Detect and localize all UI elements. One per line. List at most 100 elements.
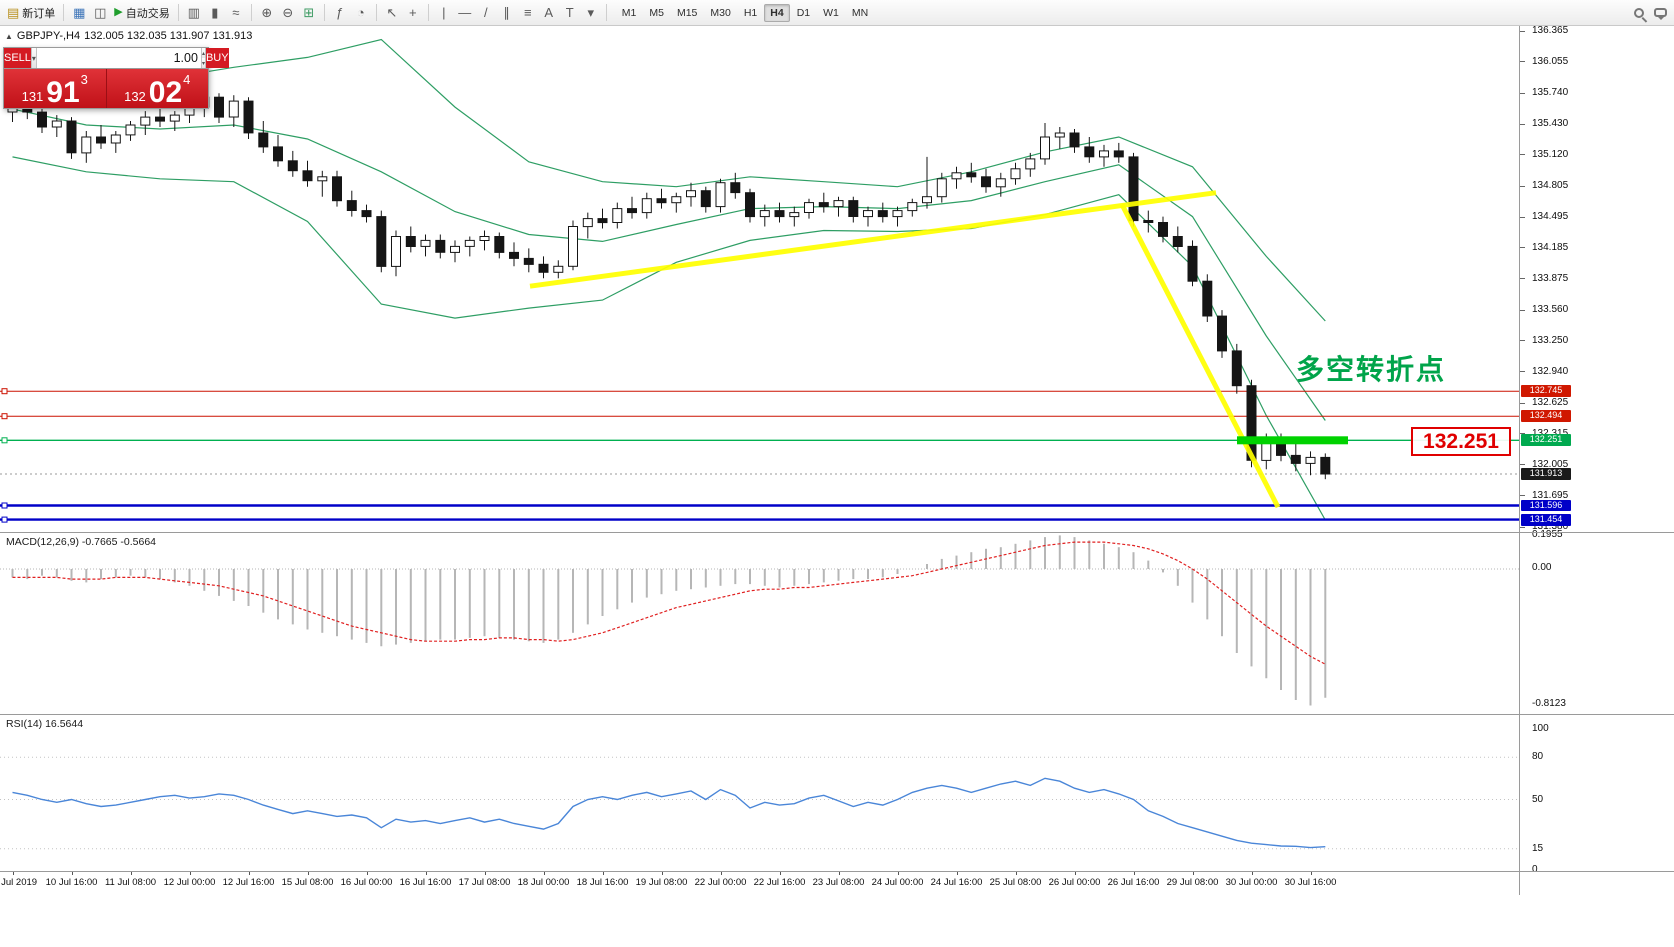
symbol-title: GBPJPY-,H4 [16, 30, 81, 42]
toolbar-separator [427, 4, 429, 21]
candle-chart-mode-button[interactable]: ▮ [205, 3, 225, 23]
fibonacci-tool-button[interactable]: ≡ [518, 3, 538, 23]
candles-chart[interactable] [0, 26, 1519, 532]
line-chart-mode-button[interactable]: ≈ [226, 3, 246, 23]
time-label: 24 Jul 16:00 [930, 877, 983, 888]
price-tickmark [1520, 247, 1525, 249]
toolbar-separator [605, 4, 607, 21]
search-button[interactable] [1629, 3, 1649, 23]
chat-button[interactable] [1650, 3, 1670, 23]
timeframe-mn[interactable]: MN [851, 6, 869, 19]
time-label: 30 Jul 16:00 [1284, 877, 1337, 888]
price-tag: 131.913 [1521, 467, 1571, 480]
candle [892, 210, 903, 218]
macd-signal-line [12, 541, 1326, 665]
price-tick: 132.940 [1532, 365, 1569, 377]
price-axis[interactable]: 136.365 136.055 135.740 135.430 135.120 134.8… [1519, 26, 1674, 895]
price-tick: 133.875 [1532, 272, 1569, 284]
time-tick [897, 872, 899, 875]
time-label: 30 Jul 00:00 [1225, 877, 1278, 888]
buy-quote-button[interactable]: 132 02 4 [106, 69, 208, 108]
candle [627, 208, 637, 214]
trendline-tool-button[interactable]: / [476, 3, 496, 23]
cursor-button[interactable]: ↖ [382, 3, 402, 23]
candle [258, 132, 269, 148]
candle [1290, 454, 1301, 464]
timeframe-m15[interactable]: M15 [676, 6, 698, 19]
tile-windows-button[interactable]: ⊞ [299, 3, 319, 23]
timeframe-w1[interactable]: W1 [823, 6, 839, 19]
timeframe-d1[interactable]: D1 [796, 6, 811, 19]
time-label: 26 Jul 16:00 [1107, 877, 1160, 888]
volume-input[interactable] [36, 48, 201, 68]
price-callout-label[interactable]: 132.251 [1411, 427, 1511, 456]
volume-up-icon[interactable]: ▴ [201, 48, 205, 58]
timeframe-m1[interactable]: M1 [621, 6, 637, 19]
new-order-icon: ▤ [7, 5, 20, 20]
yellow-trendline [1119, 203, 1281, 509]
price-tick: 136.055 [1532, 55, 1569, 67]
crosshair-button[interactable]: + [403, 3, 423, 23]
rsi-panel[interactable]: RSI(14) 16.5644 [0, 714, 1519, 871]
volume-dropdown-button[interactable]: ▾ [30, 48, 37, 68]
main-chart-panel[interactable]: ▲ GBPJPY-,H4 132.005 132.035 131.907 131… [0, 26, 1519, 532]
candle [1054, 132, 1065, 138]
crosshair-icon: + [408, 5, 417, 20]
candle [214, 96, 224, 118]
time-label: 24 Jul 00:00 [871, 877, 924, 888]
bar-chart-mode-button[interactable]: ▥ [184, 3, 204, 23]
toolbar-separator [63, 4, 65, 21]
timeframe-m30[interactable]: M30 [710, 6, 731, 19]
period-button[interactable]: ◔ [351, 3, 371, 23]
profiles-button[interactable]: ◫ [90, 3, 110, 23]
time-label: 12 Jul 00:00 [163, 877, 216, 888]
price-tickmark [1520, 61, 1525, 63]
horizontal-line-tool-button[interactable]: — [455, 3, 475, 23]
time-label: 22 Jul 16:00 [753, 877, 806, 888]
channel-tool-button[interactable]: ∥ [497, 3, 517, 23]
sell-button[interactable]: SELL [4, 48, 31, 68]
time-axis[interactable]: 10 Jul 2019 10 Jul 16:00 11 Jul 08:00 12 Ju… [0, 871, 1519, 895]
candle [907, 202, 918, 212]
indicators-icon: ƒ [336, 5, 344, 20]
candle [376, 216, 387, 267]
profiles-icon: ◫ [94, 5, 107, 20]
price-tickmark [1520, 340, 1525, 342]
toolbar-separator [177, 4, 179, 21]
timeframe-m5[interactable]: M5 [649, 6, 664, 19]
macd-chart[interactable] [0, 533, 1519, 714]
candle [464, 239, 475, 247]
candle [568, 226, 578, 267]
timeframe-h4[interactable]: H4 [764, 3, 790, 22]
new-order-button[interactable]: ▤ 新订单 [4, 3, 58, 23]
candle [700, 190, 711, 208]
macd-panel[interactable]: MACD(12,26,9) -0.7665 -0.5664 [0, 532, 1519, 714]
volume-stepper[interactable]: ▴ ▾ [200, 48, 206, 68]
candle [1231, 350, 1242, 387]
indicators-button[interactable]: ƒ [330, 3, 350, 23]
candle [1010, 168, 1021, 180]
time-label: 22 Jul 00:00 [694, 877, 747, 888]
turning-point-annotation[interactable]: 多空转折点 [1296, 354, 1447, 385]
zoom-out-button[interactable]: ⊖ [278, 3, 298, 23]
rsi-chart[interactable] [0, 715, 1519, 871]
time-label: 23 Jul 08:00 [812, 877, 865, 888]
timeframe-h1[interactable]: H1 [743, 6, 758, 19]
zoom-in-button[interactable]: ⊕ [257, 3, 277, 23]
time-label: 10 Jul 2019 [0, 877, 38, 888]
label-tool-button[interactable]: T [560, 3, 580, 23]
arrows-tool-button[interactable]: ▾ [581, 3, 601, 23]
charts-icon: ▦ [73, 5, 86, 20]
charts-menu-button[interactable]: ▦ [69, 3, 89, 23]
chat-icon [1653, 8, 1667, 20]
text-tool-button[interactable]: A [539, 3, 559, 23]
volume-down-icon[interactable]: ▾ [201, 58, 205, 68]
time-tick [1133, 872, 1135, 875]
timeframe-group: M1 M5 M15 M30 H1 H4 D1 W1 MN [616, 3, 874, 22]
buy-button[interactable]: BUY [205, 48, 229, 68]
candle [641, 198, 652, 214]
panel-separator [1519, 871, 1674, 872]
auto-trading-button[interactable]: ▶ 自动交易 [111, 3, 172, 23]
vertical-line-tool-button[interactable]: | [434, 3, 454, 23]
sell-quote-button[interactable]: 131 91 3 [4, 69, 106, 108]
